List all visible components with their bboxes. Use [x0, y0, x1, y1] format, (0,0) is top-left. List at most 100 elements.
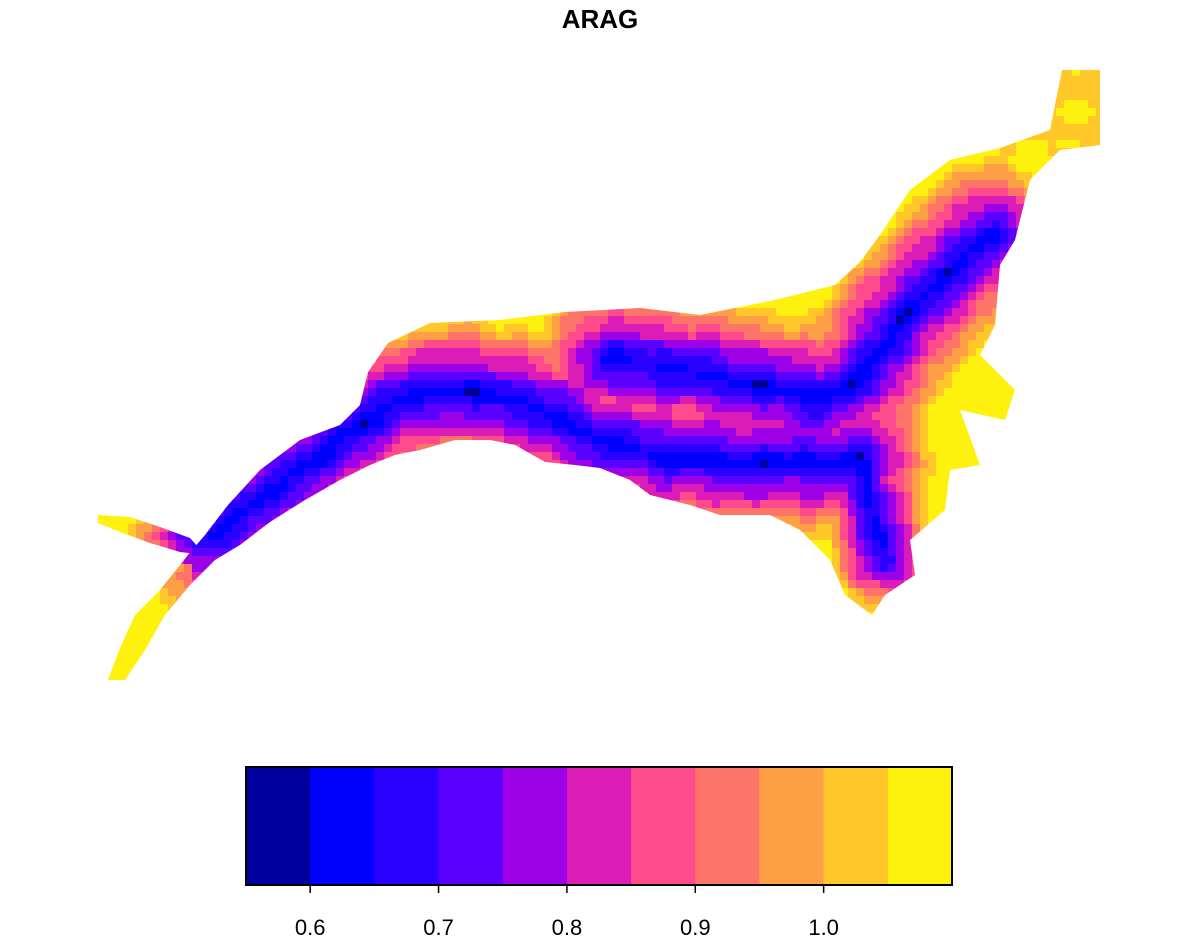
raster-cell [944, 148, 953, 157]
raster-cell [736, 348, 745, 357]
raster-cell [936, 116, 945, 125]
raster-cell [928, 60, 936, 68]
raster-cell [800, 84, 809, 93]
raster-cell [768, 84, 777, 93]
raster-cell [624, 372, 633, 381]
raster-cell [944, 236, 953, 245]
raster-cell [192, 100, 201, 109]
raster-cell [584, 84, 593, 93]
raster-cell [320, 292, 329, 301]
raster-cell [112, 204, 121, 213]
raster-cell [560, 252, 569, 261]
raster-cell [112, 116, 121, 125]
raster-cell [384, 228, 393, 237]
raster-cell [624, 236, 633, 245]
raster-cell [256, 60, 264, 68]
raster-cell [240, 60, 248, 68]
raster-cell [1000, 324, 1009, 333]
raster-cell [1032, 220, 1041, 229]
raster-cell [280, 76, 289, 85]
raster-cell [480, 268, 489, 277]
raster-cell [352, 284, 361, 293]
raster-cell [584, 228, 593, 237]
raster-cell [536, 212, 545, 221]
raster-cell [752, 292, 761, 301]
raster-cell [512, 124, 521, 133]
raster-cell [1048, 324, 1057, 333]
raster-cell [496, 140, 505, 149]
raster-cell [1080, 228, 1089, 237]
raster-cell [208, 268, 217, 277]
raster-cell [544, 188, 553, 197]
raster-cell [352, 116, 361, 125]
raster-cell [464, 292, 473, 301]
raster-cell [968, 84, 977, 93]
raster-cell [144, 196, 153, 205]
raster-cell [720, 244, 729, 253]
raster-cell [512, 220, 521, 229]
raster-cell [696, 220, 705, 229]
raster-cell [264, 124, 273, 133]
raster-cell [344, 212, 353, 221]
raster-cell [416, 76, 425, 85]
raster-cell [904, 124, 913, 133]
raster-cell [312, 364, 321, 373]
raster-cell [256, 364, 265, 373]
raster-cell [608, 260, 617, 269]
raster-cell [248, 140, 257, 149]
raster-cell [1064, 324, 1073, 333]
raster-cell [840, 276, 849, 285]
raster-cell [1096, 180, 1100, 189]
raster-cell [744, 108, 753, 117]
raster-cell [744, 356, 753, 365]
raster-cell [560, 356, 569, 365]
raster-cell [120, 70, 129, 77]
raster-cell [552, 332, 561, 341]
raster-cell [760, 252, 769, 261]
raster-cell [360, 252, 369, 261]
raster-cell [1032, 324, 1041, 333]
raster-cell [424, 236, 433, 245]
raster-cell [144, 340, 153, 349]
raster-cell [400, 140, 409, 149]
raster-cell [200, 332, 209, 341]
raster-cell [112, 164, 121, 173]
raster-cell [824, 340, 833, 349]
raster-cell [200, 92, 209, 101]
raster-cell [632, 276, 641, 285]
raster-cell [120, 316, 129, 325]
raster-cell [312, 332, 321, 341]
raster-cell [448, 228, 457, 237]
raster-cell [624, 364, 633, 373]
raster-cell [816, 70, 825, 77]
raster-cell [1096, 348, 1100, 357]
raster-cell [808, 76, 817, 85]
raster-cell [760, 284, 769, 293]
raster-cell [720, 348, 729, 357]
raster-cell [416, 100, 425, 109]
raster-cell [192, 372, 201, 381]
raster-cell [392, 268, 401, 277]
raster-cell [776, 212, 785, 221]
raster-cell [168, 132, 177, 141]
raster-cell [712, 92, 721, 101]
raster-cell [1032, 76, 1041, 85]
raster-cell [608, 284, 617, 293]
raster-cell [488, 212, 497, 221]
raster-cell [1032, 60, 1040, 68]
raster-cell [176, 308, 185, 317]
raster-cell [552, 100, 561, 109]
raster-cell [328, 340, 337, 349]
raster-cell [616, 284, 625, 293]
raster-cell [712, 70, 721, 77]
raster-cell [488, 116, 497, 125]
raster-cell [272, 172, 281, 181]
raster-cell [640, 228, 649, 237]
raster-cell [696, 204, 705, 213]
raster-cell [240, 364, 249, 373]
raster-cell [1048, 172, 1057, 181]
raster-cell [800, 172, 809, 181]
raster-cell [264, 372, 273, 381]
raster-cell [672, 212, 681, 221]
raster-cell [98, 148, 105, 157]
